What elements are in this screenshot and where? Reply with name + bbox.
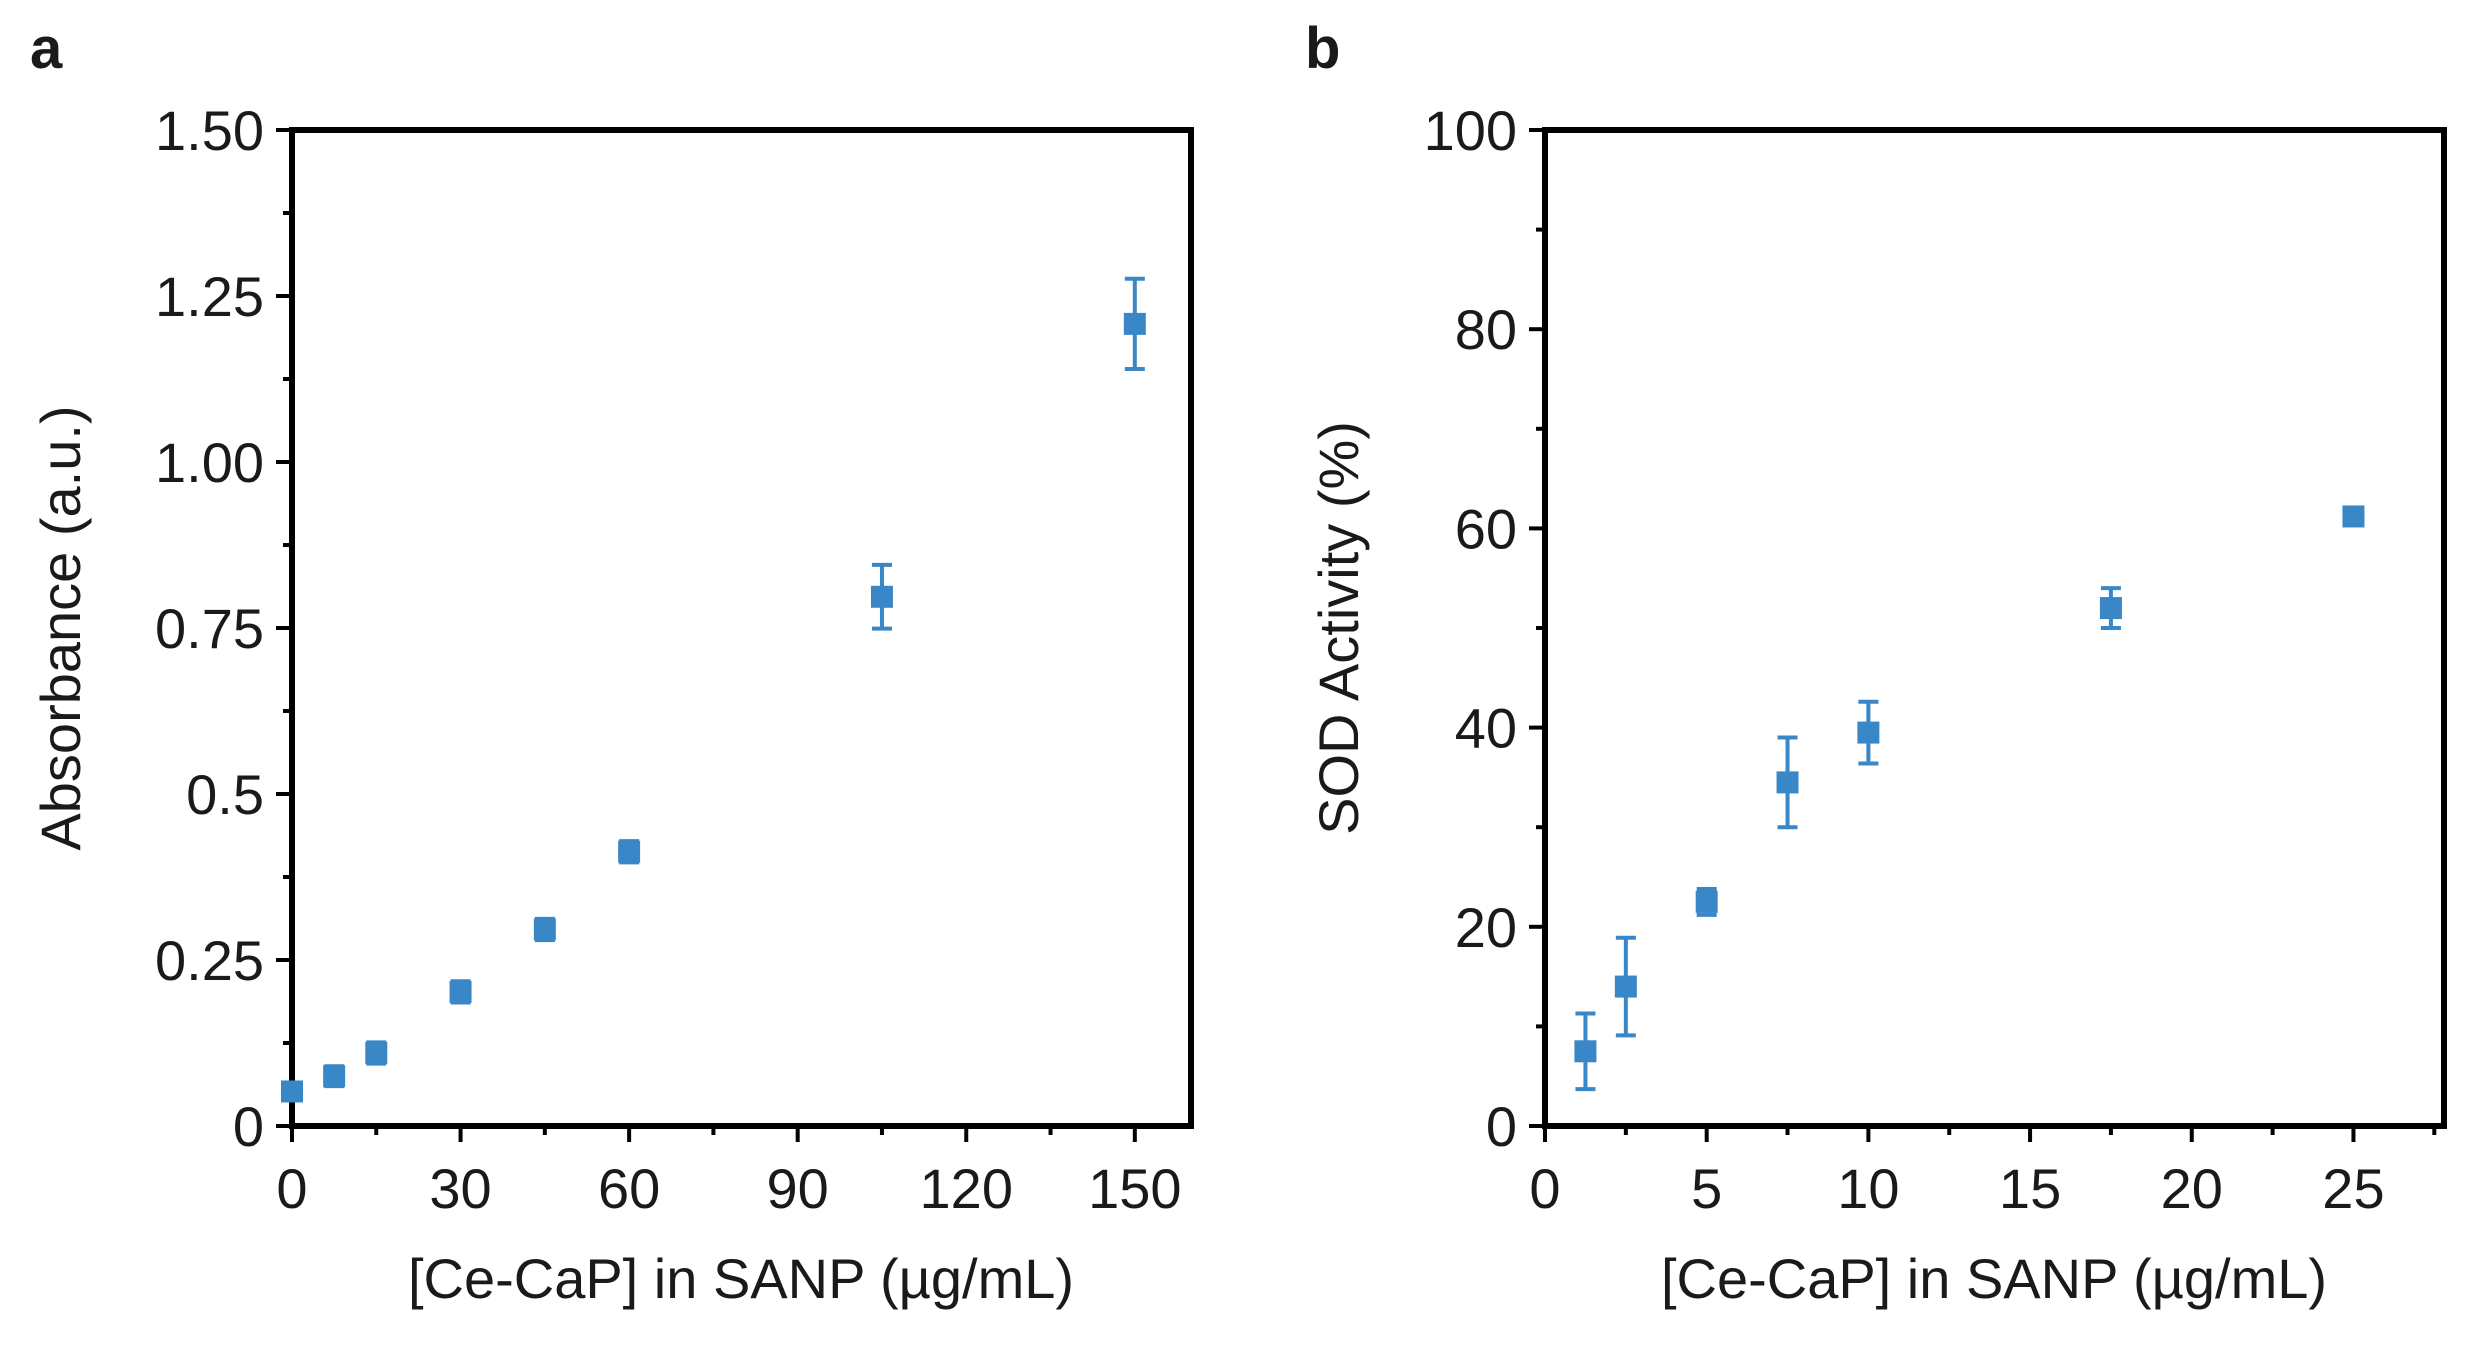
y-tick-label: 0 — [233, 1095, 264, 1158]
data-point — [1574, 1011, 1597, 1092]
square-marker — [1857, 721, 1880, 744]
x-tick-label: 60 — [598, 1157, 660, 1220]
y-axis-label-b: SOD Activity (%) — [1307, 421, 1370, 835]
x-tick-label: 30 — [429, 1157, 491, 1220]
y-tick-label: 0.5 — [186, 763, 264, 826]
square-marker — [1123, 312, 1146, 335]
square-marker — [533, 918, 556, 941]
x-tick-label: 5 — [1691, 1157, 1722, 1220]
y-tick-label: 0 — [1486, 1095, 1517, 1158]
y-tick-label: 100 — [1424, 99, 1517, 162]
data-point — [323, 1064, 346, 1089]
data-point — [2342, 505, 2365, 528]
square-marker — [323, 1065, 346, 1088]
data-point — [533, 916, 556, 943]
x-tick-label: 120 — [920, 1157, 1013, 1220]
y-axis-ticks-b: 0 20 40 60 80 100 — [1424, 99, 1545, 1158]
y-tick-label: 60 — [1455, 497, 1517, 560]
x-tick-label: 150 — [1088, 1157, 1181, 1220]
y-tick-label: 1.25 — [155, 265, 264, 328]
data-point — [1695, 886, 1718, 917]
square-marker — [281, 1080, 303, 1103]
chart-panel-b: b 0 5 10 15 20 25 0 20 40 60 80 100 [Ce-CaP] in SA… — [1305, 16, 2447, 1310]
x-tick-label: 0 — [276, 1157, 307, 1220]
y-tick-label: 0.25 — [155, 929, 264, 992]
y-tick-label: 1.00 — [155, 431, 264, 494]
x-tick-label: 10 — [1837, 1157, 1899, 1220]
data-points-a — [281, 276, 1146, 1103]
x-axis-label-b: [Ce-CaP] in SANP (µg/mL) — [1661, 1247, 2327, 1310]
square-marker — [1574, 1040, 1597, 1063]
x-axis-ticks-a: 0 30 60 90 120 150 — [276, 1126, 1182, 1220]
x-tick-label: 25 — [2322, 1157, 2384, 1220]
y-axis-ticks-a: 0 0.25 0.5 0.75 1.00 1.25 1.50 — [155, 99, 292, 1158]
x-tick-label: 0 — [1529, 1157, 1560, 1220]
square-marker — [2342, 505, 2365, 528]
square-marker — [365, 1041, 388, 1064]
x-axis-ticks-b: 0 5 10 15 20 25 — [1529, 1126, 2437, 1220]
square-marker — [2099, 597, 2122, 620]
plot-frame-b — [1542, 127, 2447, 1129]
data-point — [1123, 276, 1146, 372]
data-point — [870, 562, 893, 631]
square-marker — [1776, 771, 1799, 794]
x-tick-label: 90 — [767, 1157, 829, 1220]
y-tick-label: 0.75 — [155, 597, 264, 660]
panel-letter-a: a — [30, 16, 63, 81]
data-point — [449, 979, 472, 1005]
square-marker — [870, 585, 893, 608]
y-axis-label-a: Absorbance (a.u.) — [29, 405, 92, 850]
y-tick-label: 20 — [1455, 896, 1517, 959]
square-marker — [1695, 890, 1718, 913]
square-marker — [618, 840, 641, 863]
chart-panel-a: a 0 30 60 90 120 150 0 0.25 0.5 0.75 1.00 1.25 1.50… — [29, 16, 1194, 1310]
y-tick-label: 1.50 — [155, 99, 264, 162]
square-marker — [1614, 975, 1637, 998]
data-point — [2099, 586, 2122, 630]
panel-letter-b: b — [1305, 16, 1340, 81]
data-point — [1857, 699, 1880, 766]
plot-frame-a — [289, 127, 1194, 1129]
x-tick-label: 20 — [2161, 1157, 2223, 1220]
square-marker — [449, 980, 472, 1003]
x-tick-label: 15 — [1999, 1157, 2061, 1220]
data-point — [365, 1040, 388, 1066]
data-point — [281, 1080, 303, 1103]
y-tick-label: 80 — [1455, 298, 1517, 361]
data-point — [1776, 735, 1799, 830]
data-point — [618, 839, 641, 865]
y-tick-label: 40 — [1455, 697, 1517, 760]
data-point — [1614, 935, 1637, 1038]
data-points-b — [1574, 505, 2365, 1092]
x-axis-label-a: [Ce-CaP] in SANP (µg/mL) — [408, 1247, 1074, 1310]
